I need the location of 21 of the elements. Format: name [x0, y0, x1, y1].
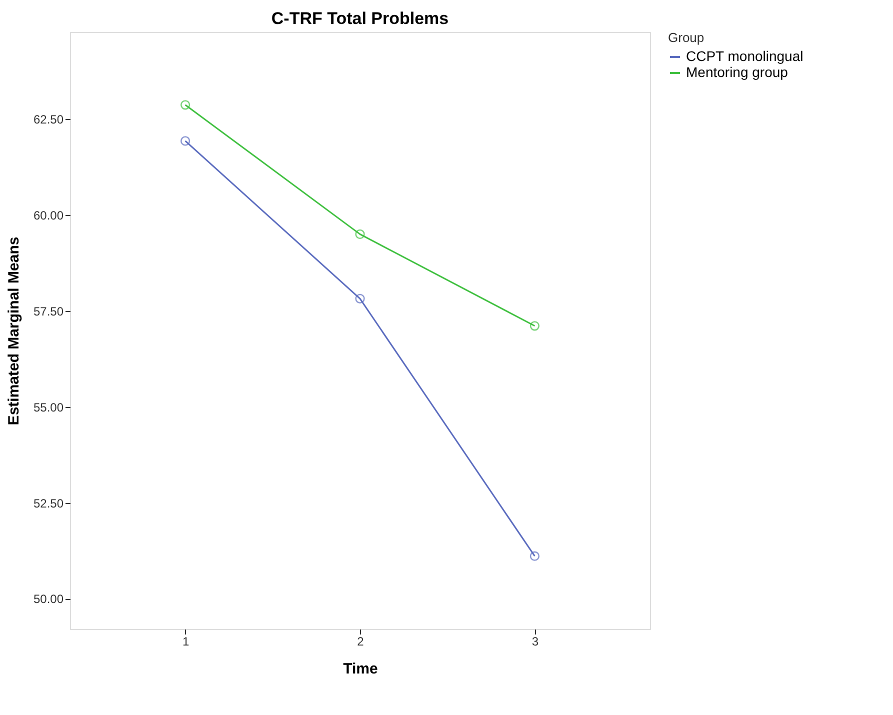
- point: [530, 321, 540, 331]
- y-tick-label: 55.00: [33, 400, 64, 414]
- y-tick-label: 57.50: [33, 304, 64, 318]
- point: [355, 294, 365, 304]
- y-tick-label: 52.50: [33, 496, 64, 510]
- point: [180, 100, 190, 110]
- point: [530, 551, 540, 561]
- x-axis-title: Time: [343, 660, 378, 678]
- point: [180, 136, 190, 146]
- y-tick-label: 60.00: [33, 208, 64, 223]
- y-axis-title: Estimated Marginal Means: [5, 236, 22, 426]
- x-tick-label: 2: [357, 634, 364, 648]
- x-tick-label: 3: [532, 634, 539, 648]
- legend-label: CCPT monolingual: [686, 48, 804, 64]
- y-tick-label: 50.00: [33, 592, 64, 606]
- y-tick-label: 62.50: [33, 112, 64, 127]
- chart-title: C-TRF Total Problems: [271, 9, 449, 28]
- x-tick-label: 1: [182, 634, 190, 648]
- point: [355, 229, 365, 240]
- legend-title: Group: [668, 30, 704, 45]
- legend-label: Mentoring group: [686, 64, 788, 80]
